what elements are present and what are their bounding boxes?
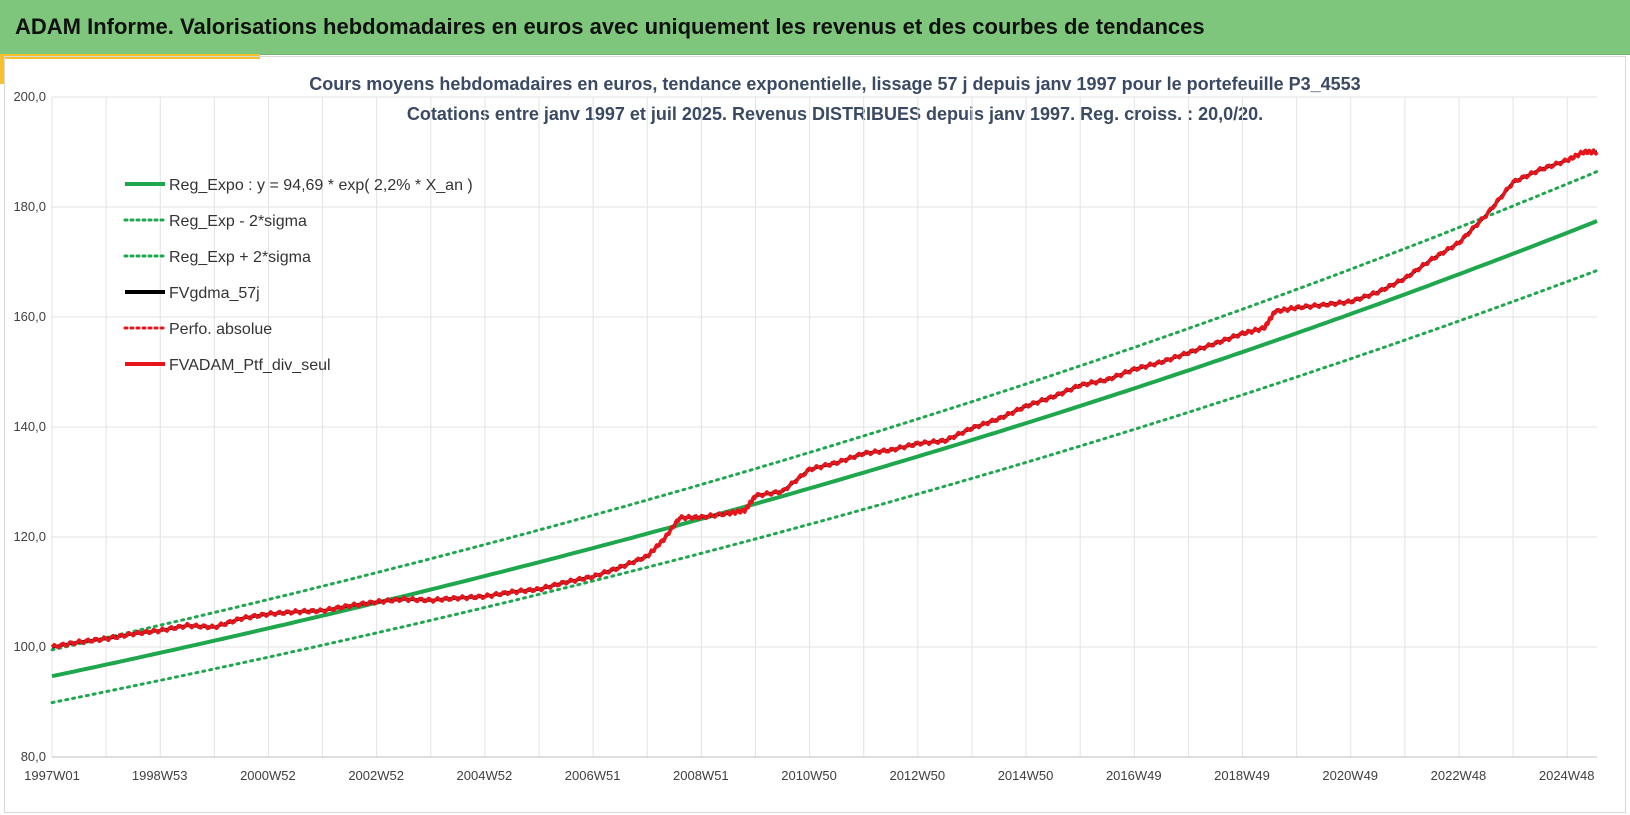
legend-label: FVADAM_Ptf_div_seul: [169, 357, 331, 374]
y-tick-label: 120,0: [13, 529, 46, 544]
x-tick-label: 2010W50: [781, 768, 837, 783]
chart-title: Cours moyens hebdomadaires en euros, ten…: [309, 74, 1361, 94]
x-tick-label: 2000W52: [240, 768, 296, 783]
x-tick-label: 2006W51: [565, 768, 621, 783]
page-title: ADAM Informe. Valorisations hebdomadaire…: [15, 14, 1205, 39]
x-tick-label: 2024W48: [1539, 768, 1595, 783]
x-tick-label: 2020W49: [1322, 768, 1378, 783]
series-reg-exp-minus-2-sigma: [50, 269, 1599, 705]
x-tick-label: 1997W01: [24, 768, 80, 783]
y-tick-label: 80,0: [21, 749, 46, 764]
series-reg-exp-plus-2-sigma: [50, 170, 1599, 652]
chart-frame: [4, 56, 1626, 813]
x-tick-label: 2004W52: [457, 768, 513, 783]
x-tick-label: 2002W52: [348, 768, 404, 783]
series-fvadam-ptf-div-seul: [50, 148, 1599, 650]
legend-label: Reg_Expo : y = 94,69 * exp( 2,2% * X_an …: [169, 177, 473, 194]
legend-label: Reg_Exp + 2*sigma: [169, 249, 311, 266]
legend-label: FVgdma_57j: [169, 285, 260, 302]
y-tick-label: 140,0: [13, 419, 46, 434]
x-tick-label: 2022W48: [1431, 768, 1487, 783]
legend-label: Perfo. absolue: [169, 321, 272, 338]
series-reg-expo: [51, 219, 1598, 679]
accent-stripe-left: [0, 54, 5, 84]
x-tick-label: 2018W49: [1214, 768, 1270, 783]
legend-label: Reg_Exp - 2*sigma: [169, 213, 307, 230]
x-tick-label: 2008W51: [673, 768, 729, 783]
x-tick-label: 1998W53: [132, 768, 188, 783]
x-tick-label: 2016W49: [1106, 768, 1162, 783]
chart-subtitle: Cotations entre janv 1997 et juil 2025. …: [406, 104, 1264, 124]
x-tick-label: 2012W50: [889, 768, 945, 783]
x-tick-label: 2014W50: [998, 768, 1054, 783]
y-tick-label: 200,0: [13, 89, 46, 104]
y-tick-label: 180,0: [13, 199, 46, 214]
y-tick-label: 160,0: [13, 309, 46, 324]
header-bar: ADAM Informe. Valorisations hebdomadaire…: [0, 0, 1630, 55]
y-tick-label: 100,0: [13, 639, 46, 654]
